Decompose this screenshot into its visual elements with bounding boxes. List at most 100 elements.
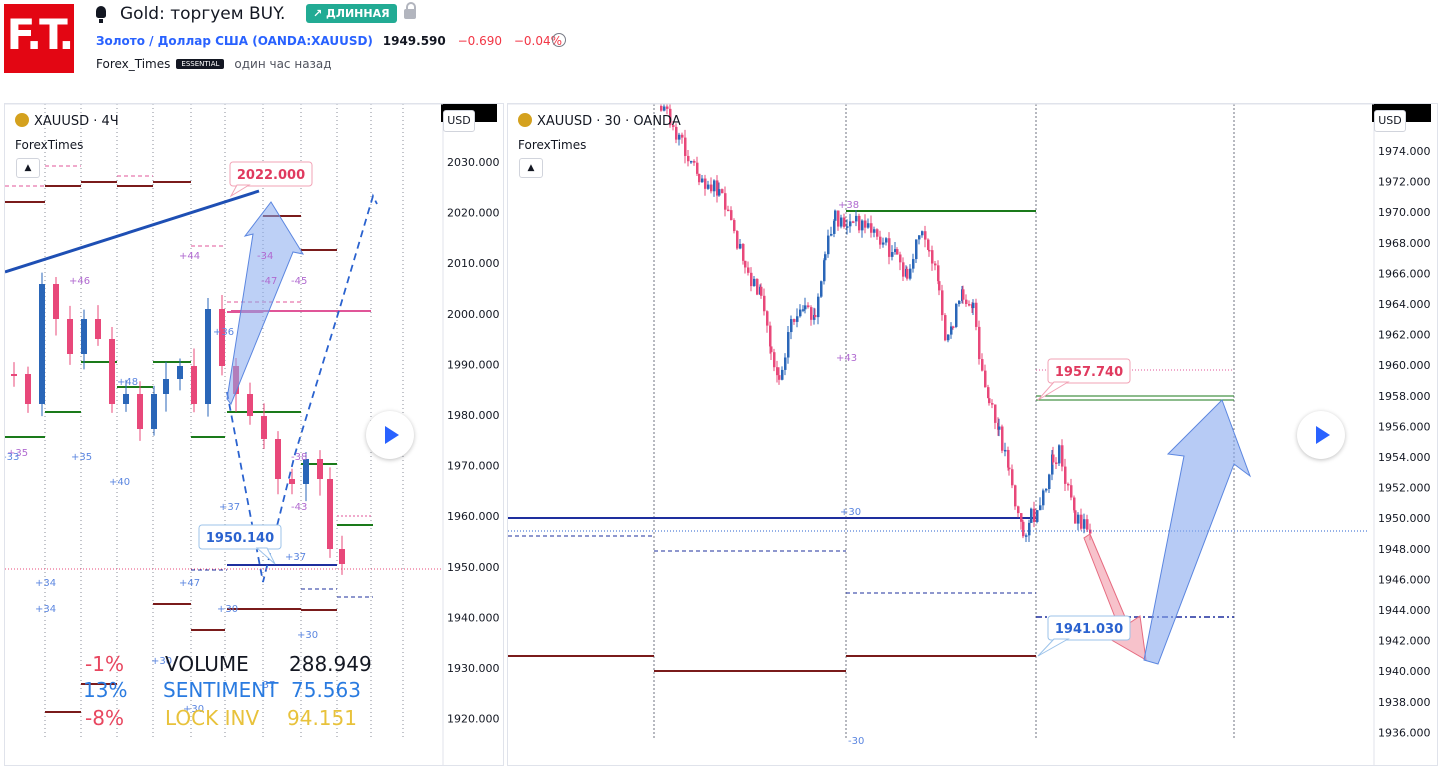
level-label: -38 xyxy=(291,452,307,463)
time-tick-label: 428 xyxy=(508,104,519,107)
callout-bottom-box xyxy=(198,524,282,550)
candle-body xyxy=(730,210,733,221)
candle-body xyxy=(736,231,739,249)
price-tick-label: 1958.000 xyxy=(1378,390,1431,403)
callout-top-text: 2022.000 xyxy=(237,168,305,183)
candle-body xyxy=(733,220,736,232)
candle-body xyxy=(696,162,699,174)
candle-body xyxy=(1011,469,1014,486)
candle-body xyxy=(39,284,45,404)
candle-body xyxy=(672,125,675,127)
collapse-button[interactable]: ▲ xyxy=(16,158,40,178)
candle-body xyxy=(968,304,971,306)
candle-body xyxy=(941,290,944,316)
right-chart-subtitle: ForexTimes xyxy=(518,138,587,152)
candle-body xyxy=(972,302,975,309)
candle-body xyxy=(837,210,840,227)
logo-text: F.T. xyxy=(6,10,75,59)
right-chart-title-text: XAUUSD · 30 · OANDA xyxy=(537,114,681,129)
candle-body xyxy=(747,267,750,273)
author-logo[interactable]: F.T. xyxy=(4,4,74,73)
play-button[interactable] xyxy=(366,411,414,459)
price-tick-label: 1950.000 xyxy=(1378,512,1431,525)
candle-body xyxy=(247,394,253,416)
candle-body xyxy=(1039,505,1042,511)
left-chart-callouts: 2022.000 1950.140 xyxy=(198,161,313,565)
candle-body xyxy=(776,367,779,376)
price-tick-label: 1942.000 xyxy=(1378,635,1431,648)
left-chart-candles xyxy=(11,272,345,575)
author-line: Forex_Times ESSENTIAL один час назад xyxy=(96,57,332,71)
level-label: +35 xyxy=(7,448,28,459)
candle-body xyxy=(756,278,759,295)
level-label: +30 xyxy=(840,507,861,518)
candle-body xyxy=(675,126,678,140)
candle-body xyxy=(1048,474,1051,489)
candle-body xyxy=(11,374,17,376)
candle-body xyxy=(1030,508,1033,523)
last-price-text: 1949.185 xyxy=(1378,104,1436,107)
callout-bottom-tail xyxy=(255,547,276,565)
candle-body xyxy=(934,263,937,266)
candle-body xyxy=(1007,449,1010,468)
play-button[interactable] xyxy=(1297,411,1345,459)
price-tick-label: 1972.000 xyxy=(1378,176,1431,189)
stats-pct-1: -1% xyxy=(85,652,124,676)
currency-button[interactable]: USD xyxy=(443,110,475,132)
candle-body xyxy=(713,180,716,192)
price-tick-label: 1980.000 xyxy=(447,409,500,422)
price-tick-label: 1950.000 xyxy=(447,561,500,574)
right-chart-callouts: 1957.740 1941.030 xyxy=(1037,358,1131,657)
alarm-clock-icon[interactable] xyxy=(552,33,566,47)
price-tick-label: 1944.000 xyxy=(1378,604,1431,617)
callout-top-tail xyxy=(229,184,251,198)
candle-body xyxy=(763,295,766,312)
down-arrow-shape xyxy=(1083,533,1147,661)
price-tick-label: 1936.000 xyxy=(1378,726,1431,739)
long-badge: ↗ ДЛИННАЯ xyxy=(306,4,397,23)
candle-body xyxy=(663,106,666,111)
candle-body xyxy=(710,184,713,192)
left-chart-panel[interactable]: 2030.000 2020.000 2010.000 2000.000 1990.000… xyxy=(4,103,504,766)
time-tick-label: 48 xyxy=(508,104,515,107)
level-label: +38 xyxy=(838,200,859,211)
candle-body xyxy=(804,305,807,310)
candle-body xyxy=(275,439,281,479)
left-chart-canvas[interactable]: 2030.000 2020.000 2010.000 2000.000 1990.000… xyxy=(5,104,503,765)
candle-body xyxy=(727,209,730,212)
callout-bottom-box xyxy=(1047,615,1131,641)
candle-body xyxy=(1061,445,1064,467)
essential-badge: ESSENTIAL xyxy=(176,59,225,69)
price-tick-label: 1956.000 xyxy=(1378,420,1431,433)
candle-body xyxy=(807,305,810,308)
price-tick-label: 1930.000 xyxy=(447,662,500,675)
projection-dashed-path xyxy=(226,193,378,583)
right-chart-canvas[interactable]: 1974.000 1972.000 1970.000 1968.000 1966.000… xyxy=(508,104,1437,765)
candle-body xyxy=(770,346,773,353)
sentiment-label: SENTIMENT xyxy=(163,678,279,702)
lock-inv-label: LOCK INV xyxy=(165,706,260,730)
candle-body xyxy=(813,314,816,320)
up-arrow-shape xyxy=(1143,399,1252,665)
candle-body xyxy=(1004,449,1007,452)
candle-body xyxy=(177,366,183,379)
callout-top-text: 1957.740 xyxy=(1055,365,1123,380)
candle-body xyxy=(784,357,787,370)
candle-body xyxy=(678,134,681,140)
candle-body xyxy=(817,296,820,318)
left-chart-grid xyxy=(44,104,404,740)
symbol-link[interactable]: Золото / Доллар США (OANDA:XAUUSD) xyxy=(96,34,373,48)
level-label: +43 xyxy=(836,353,857,364)
time-tick-label: 238 xyxy=(508,104,519,107)
candle-body xyxy=(95,319,101,339)
right-chart-levels xyxy=(508,210,1234,672)
candle-body xyxy=(796,316,799,322)
collapse-button[interactable]: ▲ xyxy=(519,158,543,178)
symbol-change-percent: −0.04% xyxy=(513,34,563,48)
idea-title: Gold: торгуем BUY. xyxy=(120,4,286,24)
currency-button[interactable]: USD xyxy=(1374,110,1406,132)
right-chart-panel[interactable]: 1974.000 1972.000 1970.000 1968.000 1966.000… xyxy=(507,103,1438,766)
price-axis-bg xyxy=(1374,104,1433,765)
candle-body xyxy=(894,249,897,253)
author-name[interactable]: Forex_Times xyxy=(96,57,171,71)
